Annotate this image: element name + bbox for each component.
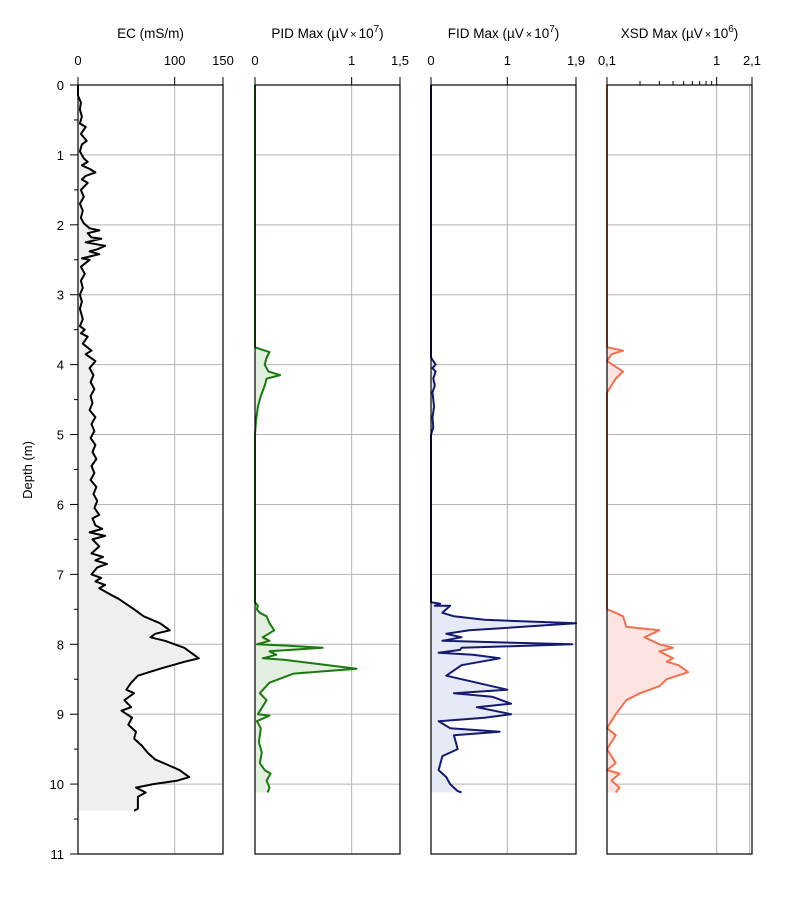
panel-title: XSD Max (µV × 106) — [621, 24, 739, 41]
depth-tick-label: 11 — [51, 847, 65, 862]
x-tick-label: 1 — [713, 53, 720, 68]
x-tick-label: 150 — [212, 53, 234, 68]
depth-tick-label: 0 — [57, 78, 64, 93]
panel-fid: 0 1 1,9 FID Max (µV × 107) — [427, 24, 585, 855]
panel-title-prefix: EC (mS/m) — [117, 26, 184, 41]
times-sign: × — [526, 29, 532, 41]
x-tick-label: 100 — [164, 53, 186, 68]
panel-title: EC (mS/m) — [117, 26, 184, 41]
panel-title-prefix: PID Max (µV — [271, 26, 348, 41]
ten-base: 10 — [534, 26, 549, 41]
series-fill-xsd — [607, 85, 689, 793]
x-tick-label: 0 — [74, 53, 81, 68]
series-line-fid — [430, 85, 577, 794]
depth-tick-label: 4 — [57, 358, 64, 373]
panel-title: FID Max (µV × 107) — [448, 24, 560, 41]
panel-title-exponent: 7 — [549, 24, 555, 35]
series-fill-fid — [431, 85, 576, 793]
depth-tick-label: 2 — [57, 218, 64, 233]
times-sign: × — [705, 29, 711, 41]
times-sign: × — [350, 29, 356, 41]
panel-pid: 0 1 1,5 PID Max (µV × 107) — [251, 24, 409, 855]
series-line-pid — [254, 85, 358, 793]
panel-title-exponent: 7 — [374, 24, 380, 35]
x-tick-label: 2,1 — [743, 53, 761, 68]
series-line-ec — [77, 85, 200, 812]
panel-title-prefix: FID Max (µV — [448, 26, 524, 41]
panel-ec: 0 100 150 EC (mS/m) — [74, 26, 234, 855]
series-fill-ec — [78, 85, 199, 811]
x-tick-label: 0 — [427, 53, 434, 68]
depth-tick-label: 7 — [57, 567, 64, 582]
depth-tick-label: 9 — [57, 707, 64, 722]
panel-frame — [606, 84, 753, 855]
y-axis-label: Depth (m) — [20, 441, 35, 499]
x-tick-label: 1,5 — [391, 53, 409, 68]
depth-tick-label: 5 — [57, 428, 64, 443]
panel-frame — [430, 84, 577, 855]
panel-title-prefix: XSD Max (µV — [621, 26, 703, 41]
panel-title-suffix: ) — [734, 26, 739, 41]
panel-title: PID Max (µV × 107) — [271, 24, 383, 41]
depth-tick-label: 8 — [57, 637, 64, 652]
depth-tick-label: 6 — [57, 497, 64, 512]
depth-tick-label: 3 — [57, 288, 64, 303]
series-fill-pid — [255, 85, 357, 793]
ten-base: 10 — [359, 26, 374, 41]
x-tick-label: 1 — [504, 53, 511, 68]
panel-title-suffix: ) — [555, 26, 560, 41]
x-tick-label: 1,9 — [567, 53, 585, 68]
depth-axis: 0 1 2 3 4 5 6 7 8 9 10 11 — [50, 78, 78, 862]
panel-frame — [77, 84, 224, 855]
series-line-xsd — [606, 85, 690, 794]
panel-title-exponent: 6 — [728, 24, 734, 35]
panel-title-suffix: ) — [379, 26, 384, 41]
depth-tick-label: 10 — [50, 777, 64, 792]
depth-tick-label: 1 — [57, 148, 64, 163]
x-tick-label: 0 — [251, 53, 258, 68]
x-tick-label: 1 — [348, 53, 355, 68]
ten-base: 10 — [713, 26, 728, 41]
panel-frame — [254, 84, 401, 855]
x-tick-label: 0,1 — [598, 53, 616, 68]
panel-xsd: 0,1 1 2,1 XSD Max (µV × 106) — [598, 24, 761, 855]
